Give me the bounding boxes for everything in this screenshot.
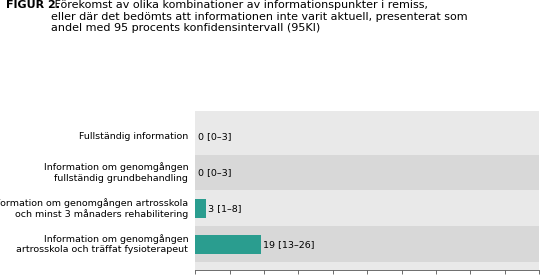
Text: 0 [0–3]: 0 [0–3]: [198, 168, 232, 177]
Text: 19 [13–26]: 19 [13–26]: [263, 240, 315, 249]
Text: Förekomst av olika kombinationer av informationspunkter i remiss,
eller där det : Förekomst av olika kombinationer av info…: [51, 0, 468, 33]
Text: FIGUR 2.: FIGUR 2.: [6, 0, 59, 10]
Bar: [195, 190, 539, 226]
Text: 3 [1–8]: 3 [1–8]: [208, 204, 242, 213]
Bar: [195, 119, 539, 155]
Bar: [195, 155, 539, 190]
Bar: [195, 199, 206, 218]
Text: 0 [0–3]: 0 [0–3]: [198, 132, 232, 141]
Bar: [195, 226, 539, 262]
Bar: [195, 235, 261, 254]
